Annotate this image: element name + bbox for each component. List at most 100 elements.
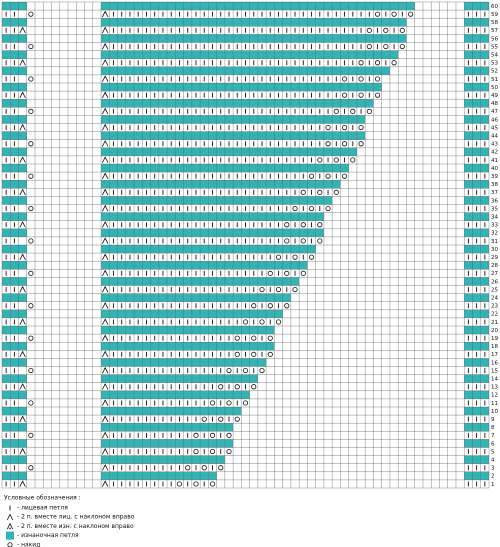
yarn-over [350, 108, 356, 114]
purl-stitch [266, 115, 275, 124]
purl-stitch [249, 277, 258, 286]
k2tog-stitch [101, 253, 109, 261]
purl-stitch [480, 66, 489, 75]
purl-stitch [10, 326, 19, 335]
purl-stitch [472, 2, 481, 11]
purl-stitch [464, 131, 473, 140]
yarn-over [267, 335, 273, 341]
purl-stitch [216, 50, 225, 59]
purl-stitch [208, 164, 217, 173]
purl-stitch [175, 50, 184, 59]
purl-stitch [266, 99, 275, 108]
purl-stitch [332, 66, 341, 75]
purl-stitch [224, 342, 234, 351]
row-number: 13 [491, 385, 498, 391]
purl-stitch [167, 180, 176, 189]
yarn-over [333, 189, 339, 195]
purl-stitch [480, 245, 489, 254]
purl-stitch [323, 18, 333, 27]
yarn-over [251, 351, 257, 357]
purl-stitch [10, 390, 19, 399]
purl-stitch [290, 66, 300, 75]
purl-stitch [183, 277, 192, 286]
purl-stitch [142, 115, 151, 124]
purl-stitch [200, 455, 209, 464]
purl-stitch [125, 471, 135, 480]
purl-stitch [266, 131, 275, 140]
purl-stitch [167, 293, 176, 302]
purl-stitch [142, 326, 151, 335]
purl-stitch [109, 245, 118, 254]
purl-stitch [332, 164, 341, 173]
purl-stitch [208, 358, 217, 367]
yarn-over [300, 222, 306, 228]
purl-stitch [125, 228, 135, 237]
purl-stitch [101, 180, 110, 189]
purl-stitch [208, 131, 217, 140]
purl-stitch [109, 261, 118, 270]
purl-stitch [18, 423, 27, 432]
yarn-over [28, 205, 34, 212]
purl-stitch [464, 342, 473, 351]
purl-stitch [134, 115, 143, 124]
purl-stitch [257, 180, 267, 189]
purl-stitch [175, 326, 184, 335]
purl-stitch [233, 390, 242, 399]
purl-stitch [290, 277, 300, 286]
k2tog-stitch [19, 59, 26, 66]
yarn-over [28, 465, 34, 471]
purl-stitch [216, 423, 225, 432]
row-number: 41 [491, 158, 498, 164]
purl-stitch [142, 2, 151, 11]
k2tog-stitch [101, 26, 109, 34]
purl-stitch [101, 374, 110, 383]
purl-stitch [266, 261, 275, 270]
yarn-over [28, 270, 34, 276]
purl-stitch [480, 439, 489, 448]
purl-stitch [274, 99, 283, 108]
purl-stitch [158, 2, 168, 11]
purl-stitch [183, 423, 192, 432]
purl-stitch [10, 358, 19, 367]
purl-stitch [2, 228, 11, 237]
row-number: 7 [491, 433, 495, 439]
purl-stitch [323, 147, 333, 156]
purl-stitch [299, 228, 308, 237]
k2tog-stitch [101, 91, 109, 99]
row-number: 24 [491, 295, 498, 301]
purl-stitch [183, 115, 192, 124]
purl-stitch [233, 407, 242, 416]
purl-stitch [158, 196, 168, 205]
purl-stitch [315, 131, 324, 140]
purl-stitch [158, 471, 168, 480]
k2tog-stitch [101, 350, 109, 358]
purl-stitch [381, 50, 390, 59]
purl-stitch [249, 228, 258, 237]
purl-stitch [183, 212, 192, 221]
row-number: 29 [491, 255, 498, 261]
purl-stitch [249, 83, 258, 92]
purl-stitch [307, 147, 316, 156]
purl-stitch [150, 374, 159, 383]
yarn-over [226, 432, 232, 438]
purl-stitch [480, 407, 489, 416]
purl-stitch [332, 18, 341, 27]
purl-stitch [389, 18, 399, 27]
purl-stitch [365, 50, 374, 59]
purl-stitch [150, 326, 159, 335]
yarn-over [28, 303, 34, 309]
purl-stitch [257, 164, 267, 173]
purl-stitch [150, 423, 159, 432]
purl-stitch [299, 131, 308, 140]
purl-stitch [216, 66, 225, 75]
purl-stitch [117, 180, 126, 189]
purl-stitch [191, 50, 201, 59]
purl-stitch [282, 180, 291, 189]
purl-stitch [340, 131, 349, 140]
purl-stitch [175, 164, 184, 173]
purl-stitch [150, 277, 159, 286]
yarn-over [28, 76, 34, 82]
purl-stitch [158, 390, 168, 399]
purl-stitch [183, 50, 192, 59]
yarn-over [28, 141, 34, 147]
